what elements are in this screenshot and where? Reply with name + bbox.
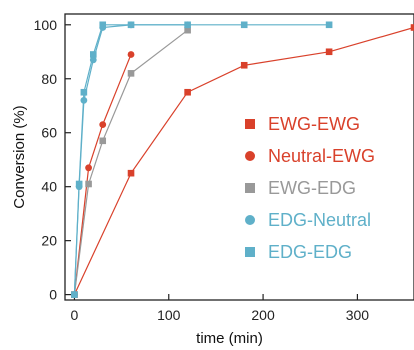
data-point-ewg-ewg [127, 169, 135, 177]
data-point-edg-edg [89, 51, 97, 58]
legend-marker-neutral-ewg [245, 151, 255, 161]
legend-label-neutral-ewg: Neutral-EWG [268, 146, 375, 166]
y-tick-label: 60 [41, 125, 57, 141]
x-tick-label: 100 [157, 307, 181, 323]
data-point-ewg-edg [184, 26, 191, 34]
x-axis-title: time (min) [196, 330, 263, 347]
y-tick-label: 100 [34, 17, 58, 33]
series-edg-edg [71, 21, 333, 298]
data-point-ewg-ewg [410, 24, 414, 31]
data-point-edg-edg [325, 21, 333, 29]
legend-label-edg-neutral: EDG-Neutral [268, 210, 371, 230]
data-point-ewg-edg [85, 180, 92, 188]
legend-marker-ewg-ewg [245, 119, 255, 129]
plot-frame [64, 13, 414, 301]
legend-marker-ewg-edg [245, 183, 255, 193]
y-axis-title: Conversion (%) [11, 105, 28, 208]
y-tick-label: 40 [41, 179, 57, 195]
series-edg-neutral [71, 21, 192, 299]
series-line-neutral-ewg [73, 54, 132, 295]
data-point-ewg-ewg [184, 88, 191, 96]
x-tick-label: 0 [71, 307, 79, 323]
legend: EWG-EWG Neutral-EWG EWG-EDG EDG-Neutral EDG-… [245, 114, 375, 262]
data-point-ewg-edg [127, 70, 135, 77]
data-point-edg-edg [184, 21, 191, 29]
data-point-ewg-edg [99, 137, 107, 145]
axis-ticks: 0 100 200 300 0 20 40 60 80 100 [34, 17, 370, 323]
series-ewg-edg [71, 26, 191, 298]
data-point-neutral-ewg [99, 121, 107, 129]
x-tick-label: 200 [251, 307, 275, 323]
data-point-edg-edg [75, 180, 83, 188]
legend-label-edg-edg: EDG-EDG [268, 242, 352, 262]
y-tick-label: 0 [49, 287, 57, 303]
series-line-ewg-ewg [73, 26, 414, 295]
data-point-edg-edg [99, 21, 107, 29]
legend-label-ewg-edg: EWG-EDG [268, 178, 356, 198]
data-point-neutral-ewg [127, 51, 135, 58]
data-point-edg-edg [80, 88, 88, 96]
y-tick-label: 80 [41, 71, 57, 87]
data-point-neutral-ewg [85, 164, 92, 172]
data-point-edg-edg [127, 21, 135, 29]
y-tick-label: 20 [41, 233, 57, 249]
x-tick-label: 300 [346, 307, 370, 323]
legend-label-ewg-ewg: EWG-EWG [268, 114, 360, 134]
data-point-edg-edg [71, 291, 78, 298]
legend-marker-edg-neutral [245, 215, 255, 225]
data-point-ewg-ewg [325, 48, 333, 56]
legend-marker-edg-edg [245, 247, 255, 257]
data-point-ewg-ewg [240, 61, 248, 69]
plot-border [64, 13, 414, 301]
series-layer [71, 21, 414, 299]
data-point-edg-edg [240, 21, 248, 29]
